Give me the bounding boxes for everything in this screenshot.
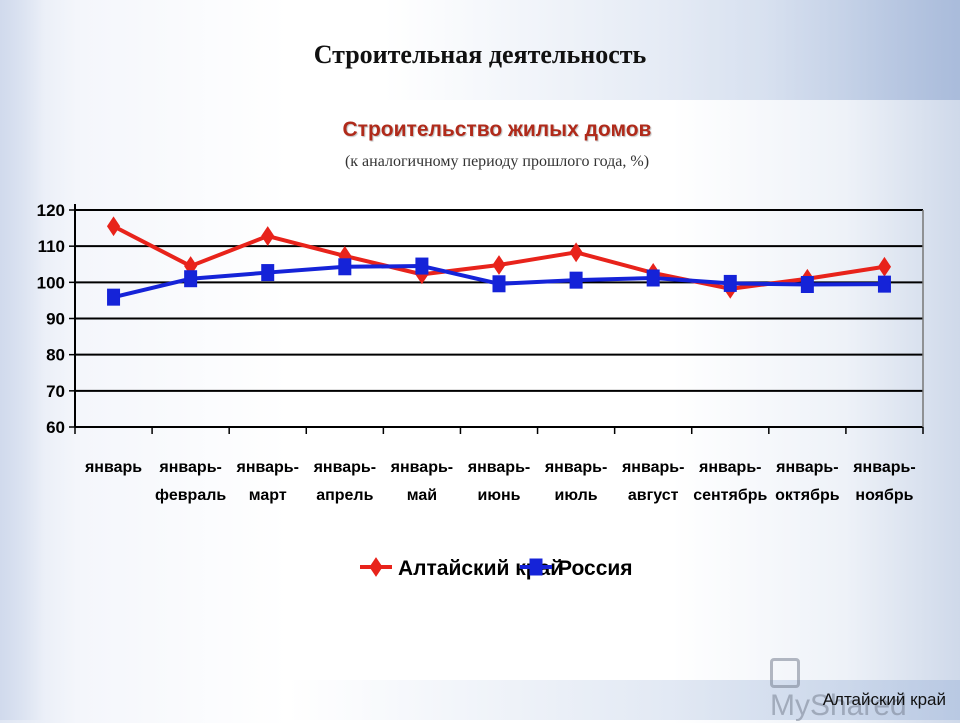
data-point: [877, 256, 892, 277]
data-point: [800, 276, 814, 294]
xtick-label-line: январь-: [467, 459, 530, 476]
xtick-label-line: март: [249, 487, 287, 504]
xtick-label: январь: [84, 459, 142, 476]
data-point: [338, 258, 352, 276]
xtick-label-line: январь-: [313, 459, 376, 476]
data-point: [723, 274, 737, 292]
xtick-label-line: январь-: [852, 459, 915, 476]
data-point: [106, 216, 121, 237]
ytick-label: 100: [37, 273, 65, 292]
ytick-label: 110: [38, 237, 65, 256]
series-2: [107, 257, 891, 306]
legend-item-2: Россия: [520, 557, 633, 580]
xtick-label-line: ноябрь: [855, 487, 913, 504]
ytick-label: 70: [46, 382, 65, 401]
xtick-label-line: январь-: [158, 459, 221, 476]
legend-label: Россия: [558, 557, 633, 580]
xtick-label-line: январь-: [544, 459, 607, 476]
footer-region-label: Алтайский край: [822, 690, 946, 709]
data-point: [261, 226, 275, 246]
xtick-label-line: октябрь: [775, 487, 840, 504]
data-point: [569, 271, 583, 289]
data-point: [107, 288, 121, 306]
xtick-label-line: январь-: [390, 459, 453, 476]
xtick-label: январь-июль: [544, 459, 607, 504]
chart-subtitle: (к аналогичному периоду прошлого года, %…: [344, 153, 650, 170]
xtick-label: январь-июнь: [467, 459, 530, 504]
xtick-label: январь-март: [235, 459, 298, 504]
xtick-label-line: январь-: [235, 459, 298, 476]
decorative-top-band: [0, 0, 960, 100]
x-axis-ticks: январь январь-февральянварь-мартянварь-ап…: [84, 459, 916, 504]
chart-title: Строительство жилых домов: [342, 118, 652, 141]
xtick-label: январь-май: [390, 459, 453, 504]
ytick-label: 60: [46, 418, 65, 437]
data-point: [492, 255, 506, 275]
xtick-label: январь-ноябрь: [852, 459, 915, 504]
legend-swatch-marker: [369, 557, 383, 577]
decorative-bottom-band: [0, 680, 960, 720]
xtick-label-line: февраль: [155, 487, 226, 504]
data-point: [877, 275, 891, 293]
ytick-label: 90: [46, 310, 65, 329]
xtick-label-line: январь-: [621, 459, 684, 476]
data-point: [492, 275, 506, 293]
legend-label: Алтайский край: [398, 557, 563, 580]
chart-series: [106, 216, 892, 306]
data-point: [646, 269, 660, 287]
chart-axes: [69, 204, 924, 434]
xtick-label: январь-октябрь: [775, 459, 840, 504]
xtick-label-line: январь-: [698, 459, 761, 476]
logo-text: MyShared: [770, 689, 907, 722]
xtick-label-line: май: [407, 487, 437, 504]
logo-icon: [770, 658, 800, 689]
legend-item-1: Алтайский край: [360, 557, 563, 580]
xtick-label-line: август: [628, 487, 679, 504]
xtick-label-line: июнь: [478, 487, 521, 504]
xtick-label-line: апрель: [316, 487, 373, 504]
xtick-label-line: июль: [555, 487, 598, 504]
decorative-left-band: [0, 0, 44, 720]
ytick-label: 120: [37, 201, 65, 220]
data-point: [415, 257, 429, 275]
data-point: [569, 242, 583, 263]
watermark-logo: MyShared: [770, 655, 930, 722]
y-axis-ticks: 60 70 80 90 100 110 120: [37, 201, 65, 437]
data-point: [184, 270, 198, 288]
xtick-label-line: сентябрь: [693, 487, 767, 504]
ytick-label: 80: [46, 346, 65, 365]
slide-title: Строительная деятельность: [313, 40, 647, 69]
xtick-label: январь-сентябрь: [693, 459, 767, 504]
xtick-label: январь-август: [621, 459, 684, 504]
legend-swatch-marker: [529, 558, 543, 576]
xtick-label-line: январь-: [775, 459, 838, 476]
xtick-label: январь-апрель: [313, 459, 376, 504]
chart-gridlines: [75, 209, 923, 428]
xtick-label-line: январь: [84, 459, 142, 476]
data-point: [261, 264, 275, 282]
xtick-label: январь-февраль: [155, 459, 226, 504]
